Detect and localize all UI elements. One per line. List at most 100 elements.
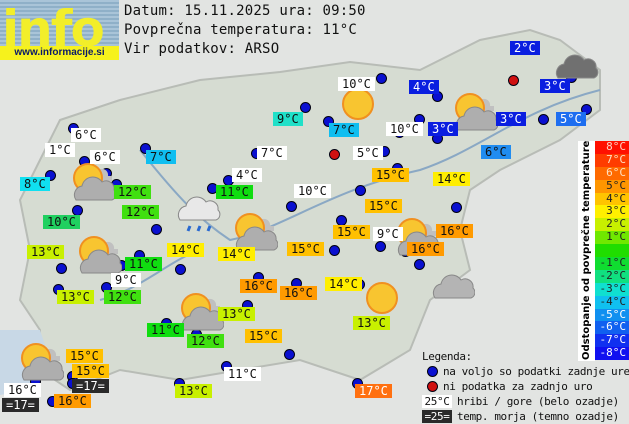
station-temperature-label: 10°C xyxy=(338,77,375,91)
station-dot[interactable] xyxy=(323,116,334,127)
station-temperature-label: 9°C xyxy=(273,112,303,126)
station-dot[interactable] xyxy=(329,245,340,256)
logo[interactable]: info www.informacije.si xyxy=(0,0,119,60)
station-dot[interactable] xyxy=(376,73,387,84)
station-dot[interactable] xyxy=(451,202,462,213)
station-temperature-label: 13°C xyxy=(27,245,64,259)
station-temperature-label: 14°C xyxy=(167,243,204,257)
station-temperature-label: 6°C xyxy=(90,150,120,164)
station-temperature-label: 15°C xyxy=(333,225,370,239)
station-temperature-label: 14°C xyxy=(218,247,255,261)
logo-text: info xyxy=(2,0,103,46)
station-temperature-label: 10°C xyxy=(43,215,80,229)
station-temperature-label: 4°C xyxy=(232,168,262,182)
station-temperature-label: 7°C xyxy=(329,123,359,137)
legend: Legenda: na voljo so podatki zadnje ure … xyxy=(422,349,629,424)
station-temperature-label: 6°C xyxy=(71,128,101,142)
legend-sea-sample: =25= xyxy=(422,410,452,423)
station-dot[interactable] xyxy=(56,263,67,274)
station-temperature-label: 15°C xyxy=(365,199,402,213)
station-temperature-label: 13°C xyxy=(218,307,255,321)
source-line: Vir podatkov: ARSO xyxy=(124,41,280,57)
scale-step: 5°C xyxy=(595,179,629,193)
station-temperature-label: 12°C xyxy=(114,185,151,199)
logo-url[interactable]: www.informacije.si xyxy=(0,46,119,60)
scale-step: -5°C xyxy=(595,308,629,322)
station-temperature-label: 16°C xyxy=(4,383,41,397)
station-temperature-label: 3°C xyxy=(428,122,458,136)
blue-dot-icon xyxy=(427,366,438,377)
scale-step: 8°C xyxy=(595,141,629,154)
station-dot[interactable] xyxy=(414,259,425,270)
station-dot[interactable] xyxy=(140,143,151,154)
station-temperature-label: 4°C xyxy=(409,80,439,94)
scale-step: -4°C xyxy=(595,295,629,309)
partly-cloudy-icon xyxy=(72,233,123,281)
scale-step: -1°C xyxy=(595,257,629,270)
scale-step: 3°C xyxy=(595,205,629,219)
station-temperature-label: 15°C xyxy=(287,242,324,256)
station-temperature-label: 3°C xyxy=(540,79,570,93)
date-line: Datum: 15.11.2025 ura: 09:50 xyxy=(124,3,366,19)
station-temperature-label: 8°C xyxy=(20,177,50,191)
scale-step: 7°C xyxy=(595,153,629,167)
station-temperature-label: 13°C xyxy=(175,384,212,398)
station-temperature-label: 16°C xyxy=(54,394,91,408)
scale-step: -3°C xyxy=(595,282,629,296)
station-temperature-label: 11°C xyxy=(216,185,253,199)
station-temperature-label: 12°C xyxy=(122,205,159,219)
station-dot[interactable] xyxy=(284,349,295,360)
station-dot[interactable] xyxy=(355,185,366,196)
station-temperature-label: 14°C xyxy=(433,172,470,186)
partly-cloudy-icon xyxy=(14,340,65,388)
station-temperature-label: 9°C xyxy=(111,273,141,287)
station-temperature-label: 16°C xyxy=(240,279,277,293)
station-temperature-label: 6°C xyxy=(481,145,511,159)
cloudy-icon xyxy=(425,258,476,306)
station-temperature-label: 14°C xyxy=(325,277,362,291)
station-dot[interactable] xyxy=(581,104,592,115)
station-temperature-label: 9°C xyxy=(373,227,403,241)
station-dot[interactable] xyxy=(300,102,311,113)
station-dot[interactable] xyxy=(45,170,56,181)
scale-step: 2°C xyxy=(595,218,629,232)
rain-icon xyxy=(174,190,224,238)
station-dot[interactable] xyxy=(286,201,297,212)
scale-step xyxy=(595,244,629,258)
station-dot[interactable] xyxy=(151,224,162,235)
scale-step: 6°C xyxy=(595,166,629,180)
station-temperature-label: 2°C xyxy=(510,41,540,55)
station-dot[interactable] xyxy=(375,241,386,252)
station-temperature-label: 15°C xyxy=(245,329,282,343)
station-temperature-label: 3°C xyxy=(496,112,526,126)
station-dot[interactable] xyxy=(175,264,186,275)
station-temperature-label: 11°C xyxy=(224,367,261,381)
station-temperature-label: 10°C xyxy=(386,122,423,136)
legend-missing: ni podatka za zadnjo uro xyxy=(443,380,593,393)
sea-temperature-label: =17= xyxy=(2,398,39,412)
scale-title: Odstopanje od povprečne temperature: xyxy=(581,141,592,360)
partly-cloudy-icon xyxy=(448,90,499,138)
station-dot[interactable] xyxy=(538,114,549,125)
station-temperature-label: 11°C xyxy=(147,323,184,337)
red-dot-icon xyxy=(427,381,438,392)
scale-step: -6°C xyxy=(595,321,629,335)
scale-step: 1°C xyxy=(595,231,629,245)
station-dot-missing[interactable] xyxy=(508,75,519,86)
sunny-icon xyxy=(364,280,410,328)
sea-temperature-label: =17= xyxy=(72,379,109,393)
scale-step: -7°C xyxy=(595,334,629,348)
station-temperature-label: 7°C xyxy=(146,150,176,164)
legend-mountain: hribi / gore (belo ozadje) xyxy=(457,395,619,408)
station-temperature-label: 5°C xyxy=(353,146,383,160)
station-temperature-label: 12°C xyxy=(104,290,141,304)
station-temperature-label: 17°C xyxy=(355,384,392,398)
station-temperature-label: 15°C xyxy=(72,364,109,378)
station-temperature-label: 16°C xyxy=(407,242,444,256)
partly-cloudy-icon xyxy=(174,290,225,338)
station-temperature-label: 1°C xyxy=(45,143,75,157)
station-dot-missing[interactable] xyxy=(329,149,340,160)
station-temperature-label: 12°C xyxy=(187,334,224,348)
station-temperature-label: 13°C xyxy=(57,290,94,304)
